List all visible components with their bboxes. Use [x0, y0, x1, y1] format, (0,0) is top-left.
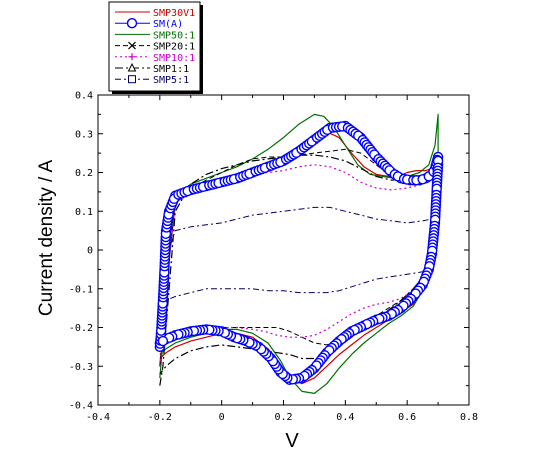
y-tick-label: -0.3	[69, 362, 93, 373]
axis-ticks: -0.4 -0.2 0 0.2 0.4 0.6 0.8 -0.4 -0.3 -0.2 -0.1 0 0.…	[69, 91, 478, 424]
x-tick-label: 0.4	[336, 412, 354, 423]
y-tick-label: 0	[87, 246, 93, 257]
x-tick-label: -0.4	[86, 412, 110, 423]
plot-area	[97, 94, 470, 406]
legend-label: SMP10:1	[153, 53, 195, 64]
series-line-7	[159, 206, 439, 328]
legend-marker	[128, 41, 136, 50]
series-line-4	[159, 148, 439, 367]
x-tick-label: -0.2	[148, 412, 172, 423]
y-tick-label: -0.4	[69, 401, 93, 412]
y-tick-label: 0.4	[75, 91, 93, 102]
legend-label: SMP5:1	[153, 75, 189, 86]
legend-marker	[128, 53, 136, 61]
legend-label: SM(A)	[153, 19, 183, 30]
x-tick-label: 0.8	[460, 412, 478, 423]
legend-label: SMP1:1	[153, 64, 189, 75]
series-line-3	[159, 113, 439, 394]
x-tick-label: 0.6	[398, 412, 416, 423]
x-tick-label: 0	[219, 412, 225, 423]
marker-layer	[154, 120, 444, 386]
legend-label: SMP20:1	[153, 42, 195, 53]
y-axis-title: Current density / A	[36, 160, 57, 317]
y-tick-label: 0.3	[75, 129, 93, 140]
y-tick-label: -0.2	[69, 323, 93, 334]
x-tick-label: 0.2	[274, 412, 292, 423]
y-tick-label: 0.1	[75, 207, 93, 218]
x-axis-title: V	[285, 430, 299, 452]
y-tick-label: -0.1	[69, 284, 93, 295]
legend-label: SMP30V1	[153, 8, 195, 19]
legend-label: SMP50:1	[153, 30, 195, 41]
legend: SMP30V1SM(A)SMP50:1SMP20:1SMP10:1SMP1:1S…	[108, 1, 203, 94]
legend-marker	[128, 75, 136, 84]
series-point-dense	[157, 335, 169, 347]
y-tick-label: 0.2	[75, 168, 93, 179]
legend-marker	[126, 18, 138, 29]
legend-marker	[127, 62, 137, 72]
